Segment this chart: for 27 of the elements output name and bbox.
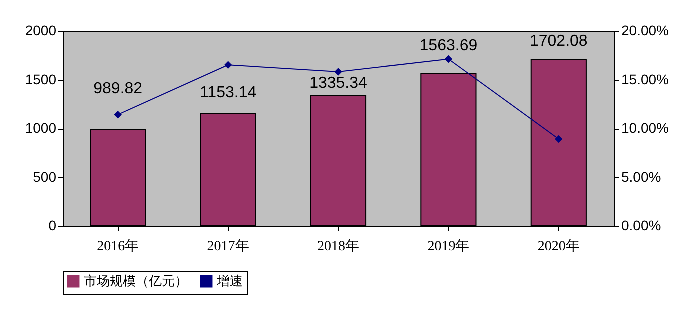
point <box>334 68 342 76</box>
x-tick-label: 2016年 <box>97 238 140 254</box>
data-label: 989.82 <box>94 80 143 98</box>
y2-tick-label: 20.00% <box>622 22 669 38</box>
x-tick-label: 2019年 <box>428 238 470 254</box>
data-label: 1335.34 <box>310 74 368 92</box>
point <box>114 110 122 119</box>
y-tick-label: 500 <box>33 168 57 185</box>
data-label: 1563.69 <box>420 38 478 55</box>
point <box>444 55 453 64</box>
data-label: 1702.08 <box>530 33 588 50</box>
y2-tick-label: 10.00% <box>622 120 669 136</box>
y2-tick-label: 15.00% <box>622 71 669 88</box>
x-tick-label: 2020年 <box>538 238 580 254</box>
point <box>224 61 232 69</box>
x-tick-label: 2018年 <box>318 238 360 254</box>
y2-tick-label: 5.00% <box>622 168 662 185</box>
point <box>555 135 563 144</box>
legend-label: 市场规模（亿元） <box>84 274 188 289</box>
y-tick-label: 0 <box>48 218 57 234</box>
data-label: 1153.14 <box>200 84 257 102</box>
y-tick-label: 1500 <box>25 71 57 88</box>
x-tick-label: 2017年 <box>207 238 250 254</box>
y-tick-label: 1000 <box>25 120 57 136</box>
y2-tick-label: 0.00% <box>622 218 662 234</box>
y-tick-label: 2000 <box>25 22 57 38</box>
legend-label: 增速 <box>216 274 243 289</box>
